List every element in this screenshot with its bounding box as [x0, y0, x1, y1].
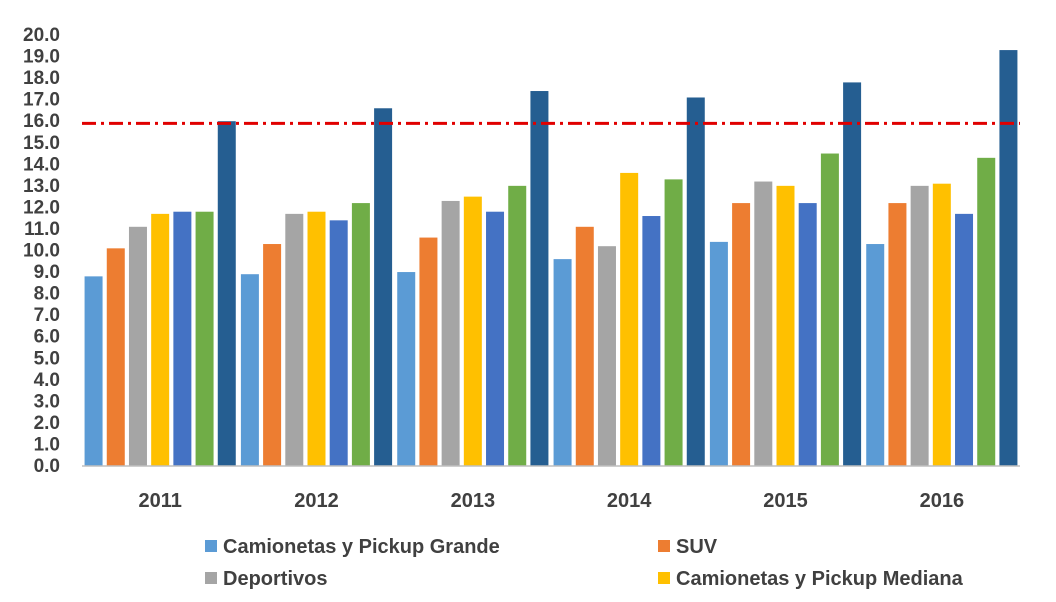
bar — [597, 246, 616, 466]
legend-label: Deportivos — [223, 568, 327, 590]
bar — [754, 181, 773, 467]
legend-swatch — [658, 540, 670, 552]
x-tick-label: 2014 — [607, 490, 652, 512]
y-tick-label: 0.0 — [34, 456, 60, 477]
y-tick-label: 14.0 — [23, 154, 60, 175]
bar — [798, 203, 817, 466]
y-axis-ticks: 0.01.02.03.04.05.06.07.08.09.010.011.012… — [23, 25, 60, 477]
x-tick-label: 2012 — [294, 490, 339, 512]
bar-series-group — [84, 50, 1018, 467]
bar — [463, 196, 482, 467]
bar — [776, 185, 795, 466]
bar — [217, 121, 236, 466]
bar — [866, 244, 885, 466]
bar — [486, 211, 505, 466]
bar — [173, 211, 192, 466]
bar — [575, 226, 594, 466]
bar — [955, 213, 974, 466]
bar — [530, 91, 549, 466]
bar — [351, 203, 370, 466]
y-tick-label: 11.0 — [24, 219, 60, 240]
x-tick-label: 2011 — [138, 490, 181, 512]
legend-swatch — [205, 540, 217, 552]
legend-swatch — [658, 572, 670, 584]
bar — [128, 226, 147, 466]
bar — [329, 220, 348, 466]
y-tick-label: 5.0 — [34, 348, 60, 369]
y-tick-label: 20.0 — [23, 25, 60, 46]
bar — [441, 200, 460, 466]
bar — [374, 108, 393, 467]
x-axis-ticks: 2011 2012 2013 2014 2015 2016 — [138, 490, 964, 512]
bar — [709, 241, 728, 466]
y-tick-label: 18.0 — [23, 68, 60, 89]
y-tick-label: 3.0 — [34, 391, 60, 412]
bar — [553, 259, 572, 466]
bar — [307, 211, 326, 466]
bar — [397, 272, 416, 466]
legend-label: SUV — [676, 536, 718, 558]
bar — [820, 153, 839, 466]
legend-swatch — [205, 572, 217, 584]
y-tick-label: 1.0 — [34, 434, 60, 455]
legend: Camionetas y Pickup Grande SUV Deportivos C… — [205, 536, 964, 590]
y-tick-label: 13.0 — [23, 176, 60, 197]
bar — [151, 213, 170, 466]
bar — [732, 203, 751, 466]
y-tick-label: 2.0 — [34, 413, 60, 434]
legend-label: Camionetas y Pickup Mediana — [676, 568, 964, 590]
bar — [999, 50, 1018, 466]
bar — [686, 97, 705, 467]
bar — [195, 211, 214, 466]
y-tick-label: 15.0 — [23, 133, 60, 154]
y-tick-label: 6.0 — [34, 327, 60, 348]
x-tick-label: 2013 — [451, 490, 496, 512]
bar — [419, 237, 438, 466]
y-tick-label: 17.0 — [23, 90, 60, 111]
y-tick-label: 10.0 — [23, 241, 60, 262]
bar — [888, 203, 907, 466]
y-tick-label: 8.0 — [34, 284, 60, 305]
bar — [84, 276, 103, 466]
x-tick-label: 2015 — [763, 490, 808, 512]
bar — [843, 82, 862, 466]
x-tick-label: 2016 — [920, 490, 965, 512]
y-tick-label: 4.0 — [34, 370, 60, 391]
bar — [240, 274, 259, 466]
legend-label: Camionetas y Pickup Grande — [223, 536, 500, 558]
bar — [977, 157, 996, 466]
bar — [620, 172, 639, 467]
bar — [642, 216, 661, 466]
bar — [263, 244, 282, 466]
y-tick-label: 7.0 — [34, 305, 60, 326]
bar — [910, 185, 929, 466]
y-tick-label: 19.0 — [23, 47, 60, 68]
bar — [664, 179, 683, 466]
y-tick-label: 16.0 — [23, 111, 60, 132]
bar — [508, 185, 527, 466]
bar — [932, 183, 951, 466]
bar — [106, 248, 125, 466]
bar — [285, 213, 304, 466]
y-tick-label: 12.0 — [23, 197, 60, 218]
y-tick-label: 9.0 — [34, 262, 60, 283]
